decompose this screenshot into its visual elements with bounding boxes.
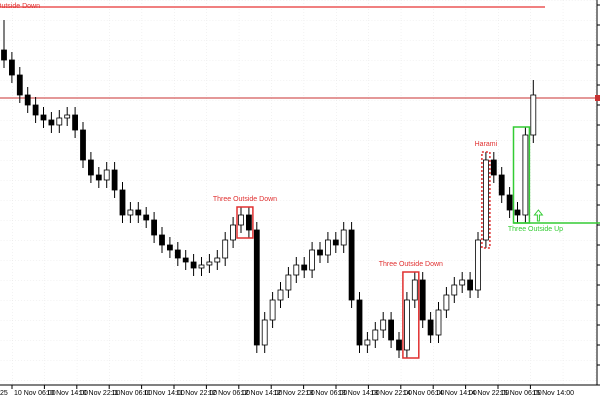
pattern-label: Three Outside Down: [213, 196, 277, 203]
x-tick-label: 12 Nov 22:00: [273, 390, 315, 397]
candle-body: [151, 219, 158, 236]
candle-body: [427, 319, 434, 336]
candle-body: [475, 239, 481, 291]
candle-body: [411, 279, 418, 301]
candle-body: [214, 257, 221, 263]
candle-body: [380, 319, 387, 331]
candle-body: [198, 264, 205, 269]
x-tick-label: 11 Nov 14:00: [144, 390, 185, 397]
candle-body: [127, 209, 134, 216]
candle-body: [24, 94, 31, 106]
x-tick-label: 15 Nov 06:00: [500, 390, 542, 397]
candle-body: [111, 169, 118, 191]
candle-body: [253, 229, 260, 346]
candle-body: [103, 169, 110, 181]
candle-body: [482, 159, 489, 241]
level-marker: [595, 95, 600, 101]
x-tick-label: 25: [0, 390, 8, 397]
x-tick-label: 12 Nov 06:00: [208, 390, 250, 397]
pattern-label: Three Outside Up: [508, 226, 563, 233]
candle-body: [403, 299, 410, 351]
candle-body: [80, 129, 86, 161]
x-tick-label: 11 Nov 06:00: [111, 390, 152, 397]
candle-body: [451, 284, 458, 296]
candle-body: [95, 174, 102, 181]
candle-body: [498, 174, 505, 196]
candle-body: [522, 134, 529, 216]
candle-body: [317, 249, 323, 256]
candle-body: [372, 329, 379, 341]
candle-body: [443, 294, 450, 311]
candle-body: [324, 239, 331, 256]
candle-body: [159, 234, 165, 246]
candle-body: [56, 117, 63, 126]
candle-body: [88, 159, 94, 176]
x-tick-label: 13 Nov 14:00: [338, 390, 380, 397]
x-tick-label: 10 Nov 22:00: [79, 390, 121, 397]
x-tick-label: 13 Nov 22:00: [370, 390, 412, 397]
candle-body: [340, 229, 347, 246]
x-tick-label: 10 Nov 06:00: [14, 390, 56, 397]
candle-body: [32, 104, 39, 116]
pattern-box: [402, 271, 420, 359]
candle-body: [459, 279, 466, 286]
x-tick-label: 11 Nov 22:00: [176, 390, 217, 397]
candle-body: [230, 224, 237, 241]
candle-body: [40, 114, 47, 121]
candle-body: [388, 319, 395, 341]
candle-body: [277, 289, 284, 301]
candle-body: [348, 229, 355, 301]
candle-body: [419, 279, 426, 321]
x-tick-label: 13 Nov 06:00: [306, 390, 348, 397]
x-tick-label: 14 Nov 14:00: [435, 390, 477, 397]
candle-body: [1, 49, 7, 61]
candle-body: [293, 264, 300, 276]
candle-body: [245, 214, 252, 231]
candle-body: [514, 209, 521, 216]
candle-body: [135, 209, 142, 216]
candle-body: [309, 249, 316, 271]
candle-body: [238, 214, 244, 226]
candle-body: [16, 74, 23, 96]
candle-body: [490, 159, 497, 176]
pattern-arrow: [533, 209, 544, 222]
x-tick-label: 14 Nov 22:00: [468, 390, 510, 397]
candle-body: [182, 257, 189, 263]
x-tick-label: 10 Nov 14:00: [46, 390, 88, 397]
candle-body: [530, 94, 537, 136]
candle-body: [166, 244, 173, 251]
candle-body: [8, 59, 15, 76]
x-tick-label: 14 Nov 06:00: [403, 390, 445, 397]
pattern-box: [236, 206, 254, 239]
x-tick-label: 15 Nov 14:00: [532, 390, 574, 397]
pattern-label: Harami: [475, 141, 498, 148]
candle-body: [435, 309, 442, 336]
candle-body: [301, 264, 308, 271]
top-label: Outside Down: [0, 3, 40, 10]
candle-body: [48, 119, 55, 126]
candle-body: [332, 239, 339, 246]
candle-body: [506, 194, 513, 211]
grid: [0, 0, 597, 385]
candle-body: [222, 239, 229, 259]
candle-body: [467, 279, 474, 291]
candle-body: [364, 339, 371, 346]
candle-body: [396, 339, 402, 351]
candle-body: [190, 261, 197, 269]
candle-body: [72, 114, 78, 131]
pattern-label: Three Outside Down: [379, 261, 443, 268]
candle-body: [174, 249, 181, 259]
candle-body: [285, 274, 292, 291]
candle-body: [206, 261, 213, 266]
candle-body: [261, 319, 268, 346]
candle-body: [269, 299, 276, 321]
candle-body: [143, 214, 150, 221]
candle-body: [64, 114, 71, 119]
candle-body: [119, 189, 126, 216]
x-tick-label: 12 Nov 14:00: [241, 390, 283, 397]
candle-body: [356, 299, 363, 346]
pattern-box: [481, 151, 491, 249]
